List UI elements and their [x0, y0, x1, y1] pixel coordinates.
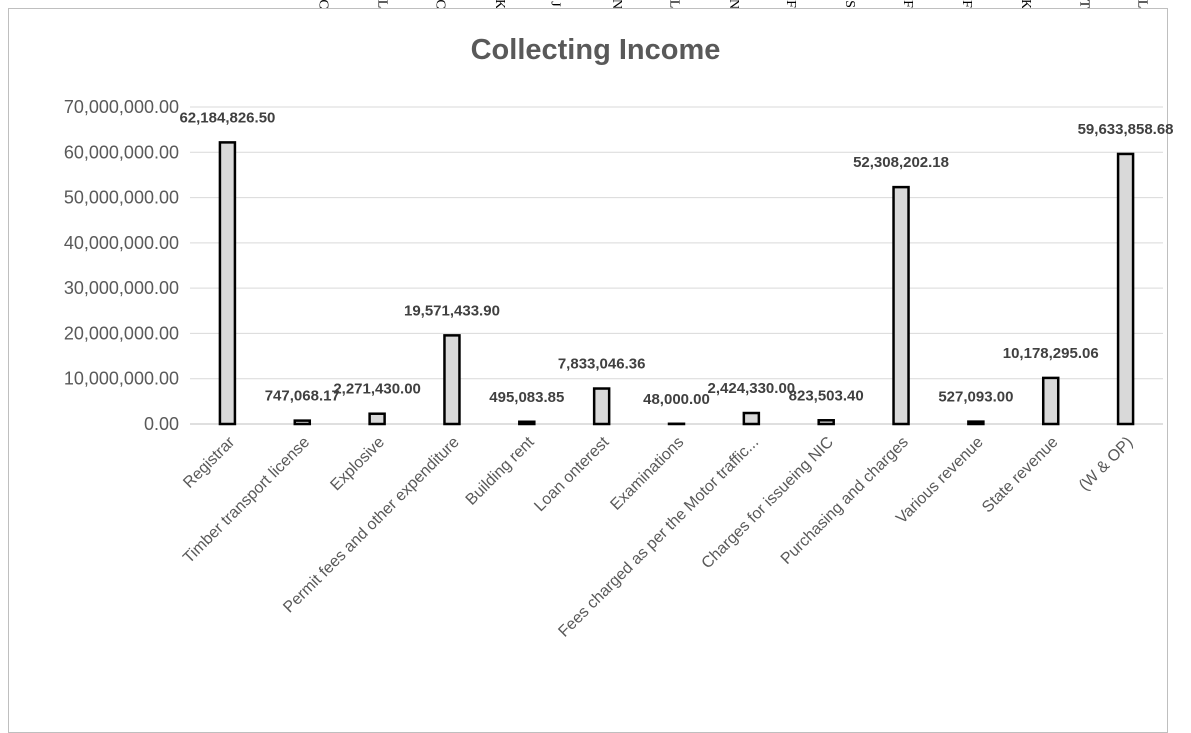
y-tick-label: 30,000,000.00 — [64, 278, 179, 298]
data-label: 7,833,046.36 — [558, 356, 646, 373]
y-tick-label: 10,000,000.00 — [64, 369, 179, 389]
x-tick-label: (W & OP) — [1076, 434, 1136, 494]
data-label: 48,000.00 — [643, 391, 710, 408]
bar — [1043, 378, 1058, 424]
y-tick-label: 20,000,000.00 — [64, 323, 179, 343]
data-label: 747,068.17 — [265, 388, 340, 405]
x-tick-label: Building rent — [463, 433, 538, 508]
bar — [370, 414, 385, 424]
bar — [819, 420, 834, 424]
x-tick-label: State revenue — [979, 434, 1062, 517]
x-tick-label: Explosive — [327, 434, 388, 495]
data-label: 2,424,330.00 — [708, 380, 796, 397]
bar — [744, 413, 759, 424]
y-tick-label: 40,000,000.00 — [64, 233, 179, 253]
bar — [519, 422, 534, 424]
bar — [444, 335, 459, 424]
x-tick-label: Examinations — [607, 434, 687, 514]
y-tick-label: 70,000,000.00 — [64, 97, 179, 117]
bar — [295, 421, 310, 424]
data-label: 19,571,433.90 — [404, 302, 500, 319]
bar — [894, 187, 909, 424]
data-label: 62,184,826.50 — [179, 109, 275, 126]
data-label: 52,308,202.18 — [853, 154, 949, 171]
data-label: 495,083.85 — [489, 389, 564, 406]
bar — [220, 142, 235, 424]
bar — [594, 389, 609, 424]
data-label: 823,503.40 — [789, 387, 864, 404]
x-tick-label: Timber transport license — [180, 434, 313, 567]
x-tick-label: Charges for issueing NIC — [699, 434, 837, 572]
bar — [1118, 154, 1133, 424]
y-tick-label: 0.00 — [144, 414, 179, 434]
y-tick-label: 60,000,000.00 — [64, 142, 179, 162]
data-label: 527,093.00 — [938, 389, 1013, 406]
y-tick-label: 50,000,000.00 — [64, 188, 179, 208]
data-label: 2,271,430.00 — [333, 381, 421, 398]
x-tick-label: Loan onterest — [531, 433, 613, 515]
x-tick-label: Purchasing and charges — [778, 434, 912, 568]
data-label: 10,178,295.06 — [1003, 345, 1099, 362]
data-label: 59,633,858.68 — [1078, 121, 1174, 138]
bar — [968, 422, 983, 424]
x-tick-label: Registrar — [180, 433, 238, 491]
